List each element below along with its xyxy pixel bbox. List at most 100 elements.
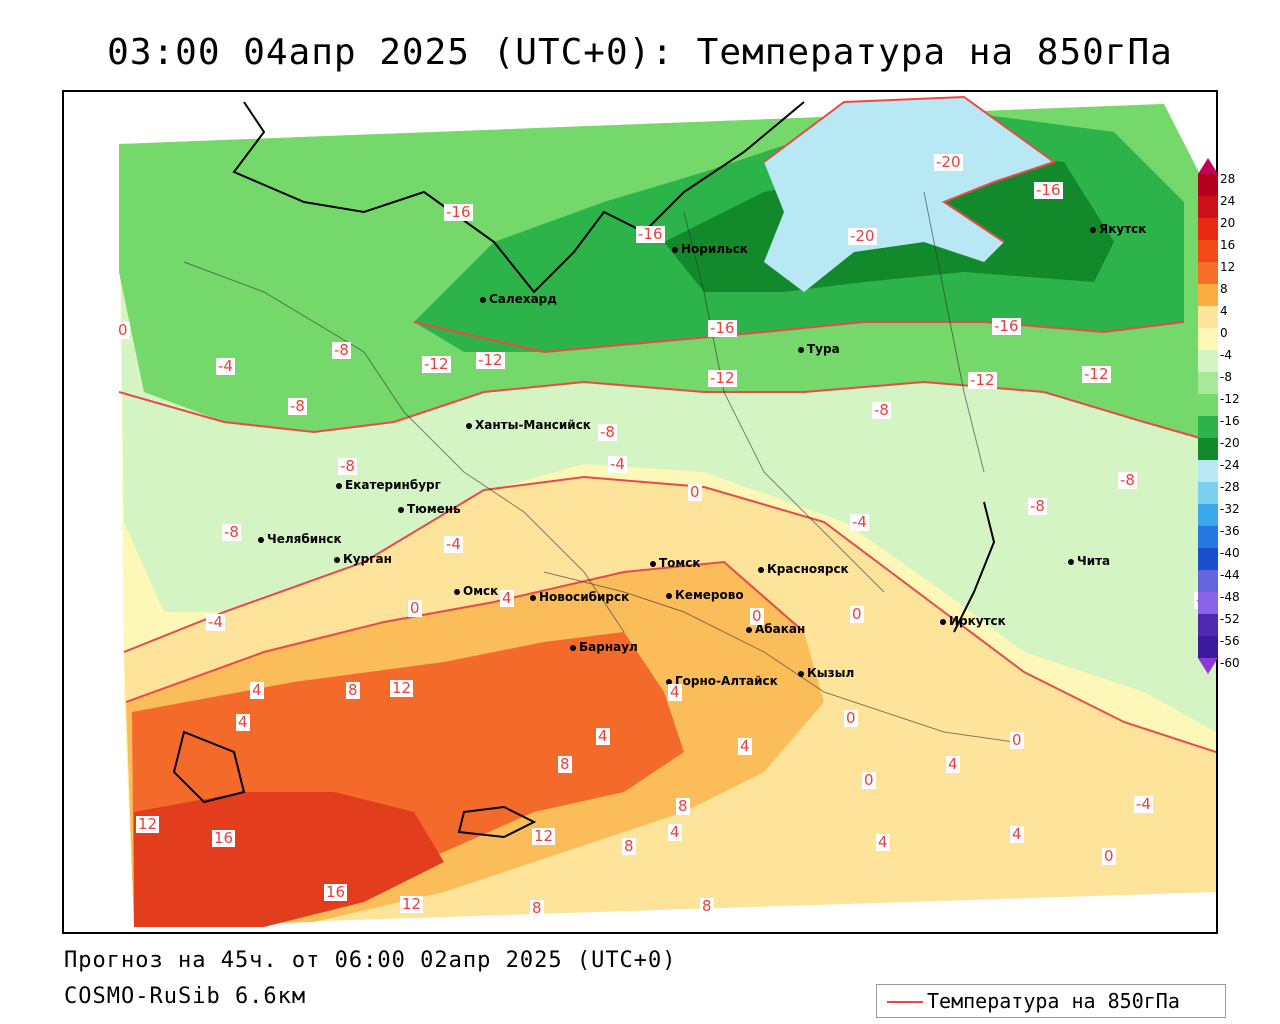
colorbar-tick: 0 (1220, 326, 1228, 340)
city-krasnoyarsk: Красноярск (758, 562, 849, 576)
colorbar-tick: 20 (1220, 216, 1236, 230)
city-omsk: Омск (454, 584, 498, 598)
city-marker-icon (940, 618, 946, 625)
isoline-label: 4 (946, 755, 960, 773)
colorbar-tick: -40 (1220, 546, 1240, 560)
isoline-label: 8 (622, 837, 636, 855)
isoline-label: 12 (390, 679, 414, 697)
city-label: Ханты-Мансийск (475, 418, 591, 432)
colorbar-gradient (1198, 158, 1218, 674)
isoline-label: 4 (668, 683, 682, 701)
isoline-label: -8 (288, 397, 307, 415)
isoline-label: 4 (500, 589, 514, 607)
isoline-label: 4 (250, 681, 264, 699)
city-label: Кызыл (807, 666, 855, 680)
isoline-label: 12 (136, 815, 160, 833)
isoline-label: 8 (700, 897, 714, 915)
city-chita: Чита (1068, 554, 1110, 568)
isoline-label: 0 (1010, 731, 1024, 749)
colorbar-tick: -20 (1220, 436, 1240, 450)
city-label: Иркутск (949, 614, 1006, 628)
city-label: Тюмень (407, 502, 461, 516)
colorbar-tick: 8 (1220, 282, 1228, 296)
isoline-label: -4 (1134, 795, 1153, 813)
colorbar-tick: -36 (1220, 524, 1240, 538)
isoline-label: 4 (738, 737, 752, 755)
isoline-label: -4 (850, 513, 869, 531)
isoline-label: -20 (848, 227, 877, 245)
isoline-label: 4 (668, 823, 682, 841)
city-yekaterinburg: Екатеринбург (336, 478, 441, 492)
city-label: Красноярск (767, 562, 849, 576)
isoline-label: -8 (338, 457, 357, 475)
forecast-info: Прогноз на 45ч. от 06:00 02апр 2025 (UTC… (64, 948, 677, 973)
colorbar-tick: 12 (1220, 260, 1236, 274)
city-marker-icon (1068, 558, 1074, 565)
city-label: Чита (1077, 554, 1111, 568)
colorbar-tick: -52 (1220, 612, 1240, 626)
city-marker-icon (530, 594, 536, 601)
city-marker-icon (672, 246, 678, 253)
city-label: Екатеринбург (345, 478, 441, 492)
city-marker-icon (746, 626, 752, 633)
colorbar-tick: -12 (1220, 392, 1240, 406)
city-kurgan: Курган (334, 552, 392, 566)
isoline-label: -12 (968, 371, 997, 389)
city-khanty-mansiysk: Ханты-Мансийск (466, 418, 591, 432)
colorbar-tick: -8 (1220, 370, 1232, 384)
isoline-label: -12 (708, 369, 737, 387)
isoline-label: 0 (116, 321, 130, 339)
isoline-label: 8 (346, 681, 360, 699)
city-marker-icon (798, 346, 804, 353)
map-frame: Норильск Якутск Салехард Тура Ханты-Манс… (62, 90, 1218, 934)
city-barnaul: Барнаул (570, 640, 638, 654)
city-abakan: Абакан (746, 622, 805, 636)
city-norilsk: Норильск (672, 242, 748, 256)
colorbar-tick: -56 (1220, 634, 1240, 648)
isoline-label: -4 (444, 535, 463, 553)
isoline-label: 0 (844, 709, 858, 727)
isoline-label: -8 (1028, 497, 1047, 515)
colorbar-tick: 24 (1220, 194, 1236, 208)
city-marker-icon (454, 588, 460, 595)
city-kyzyl: Кызыл (798, 666, 854, 680)
city-marker-icon (398, 506, 404, 513)
city-marker-icon (570, 644, 576, 651)
city-irkutsk: Иркутск (940, 614, 1006, 628)
city-marker-icon (666, 678, 672, 685)
isoline-label: 0 (862, 771, 876, 789)
isoline-label: -4 (206, 613, 225, 631)
isoline-label: 8 (530, 899, 544, 917)
city-label: Абакан (755, 622, 806, 636)
colorbar-tick: -16 (1220, 414, 1240, 428)
city-marker-icon (336, 482, 342, 489)
city-label: Норильск (681, 242, 748, 256)
city-label: Барнаул (579, 640, 638, 654)
city-label: Новосибирск (539, 590, 630, 604)
city-chelyabinsk: Челябинск (258, 532, 342, 546)
isoline-label: 0 (1102, 847, 1116, 865)
isoline-label: -16 (708, 319, 737, 337)
city-label: Якутск (1099, 222, 1147, 236)
city-label: Омск (463, 584, 499, 598)
isoline-label: 0 (688, 483, 702, 501)
isoline-label: 16 (324, 883, 348, 901)
isoline-label: -4 (608, 455, 627, 473)
colorbar: 28 24 20 16 12 8 4 0 -4 -8 -12 -16 -20 -… (1198, 158, 1278, 692)
city-marker-icon (334, 556, 340, 563)
colorbar-tick: -60 (1220, 656, 1240, 670)
isoline-label: 12 (400, 895, 424, 913)
isoline-label: -8 (332, 341, 351, 359)
colorbar-tick: -24 (1220, 458, 1240, 472)
isoline-label: -4 (216, 357, 235, 375)
city-marker-icon (758, 566, 764, 573)
colorbar-tick: -28 (1220, 480, 1240, 494)
legend: Температура на 850гПа (876, 984, 1226, 1018)
isoline-label: -16 (636, 225, 665, 243)
city-marker-icon (480, 296, 486, 303)
isoline-label: -20 (934, 153, 963, 171)
city-label: Горно-Алтайск (675, 674, 778, 688)
city-label: Кемерово (675, 588, 744, 602)
city-label: Челябинск (267, 532, 342, 546)
city-marker-icon (798, 670, 804, 677)
